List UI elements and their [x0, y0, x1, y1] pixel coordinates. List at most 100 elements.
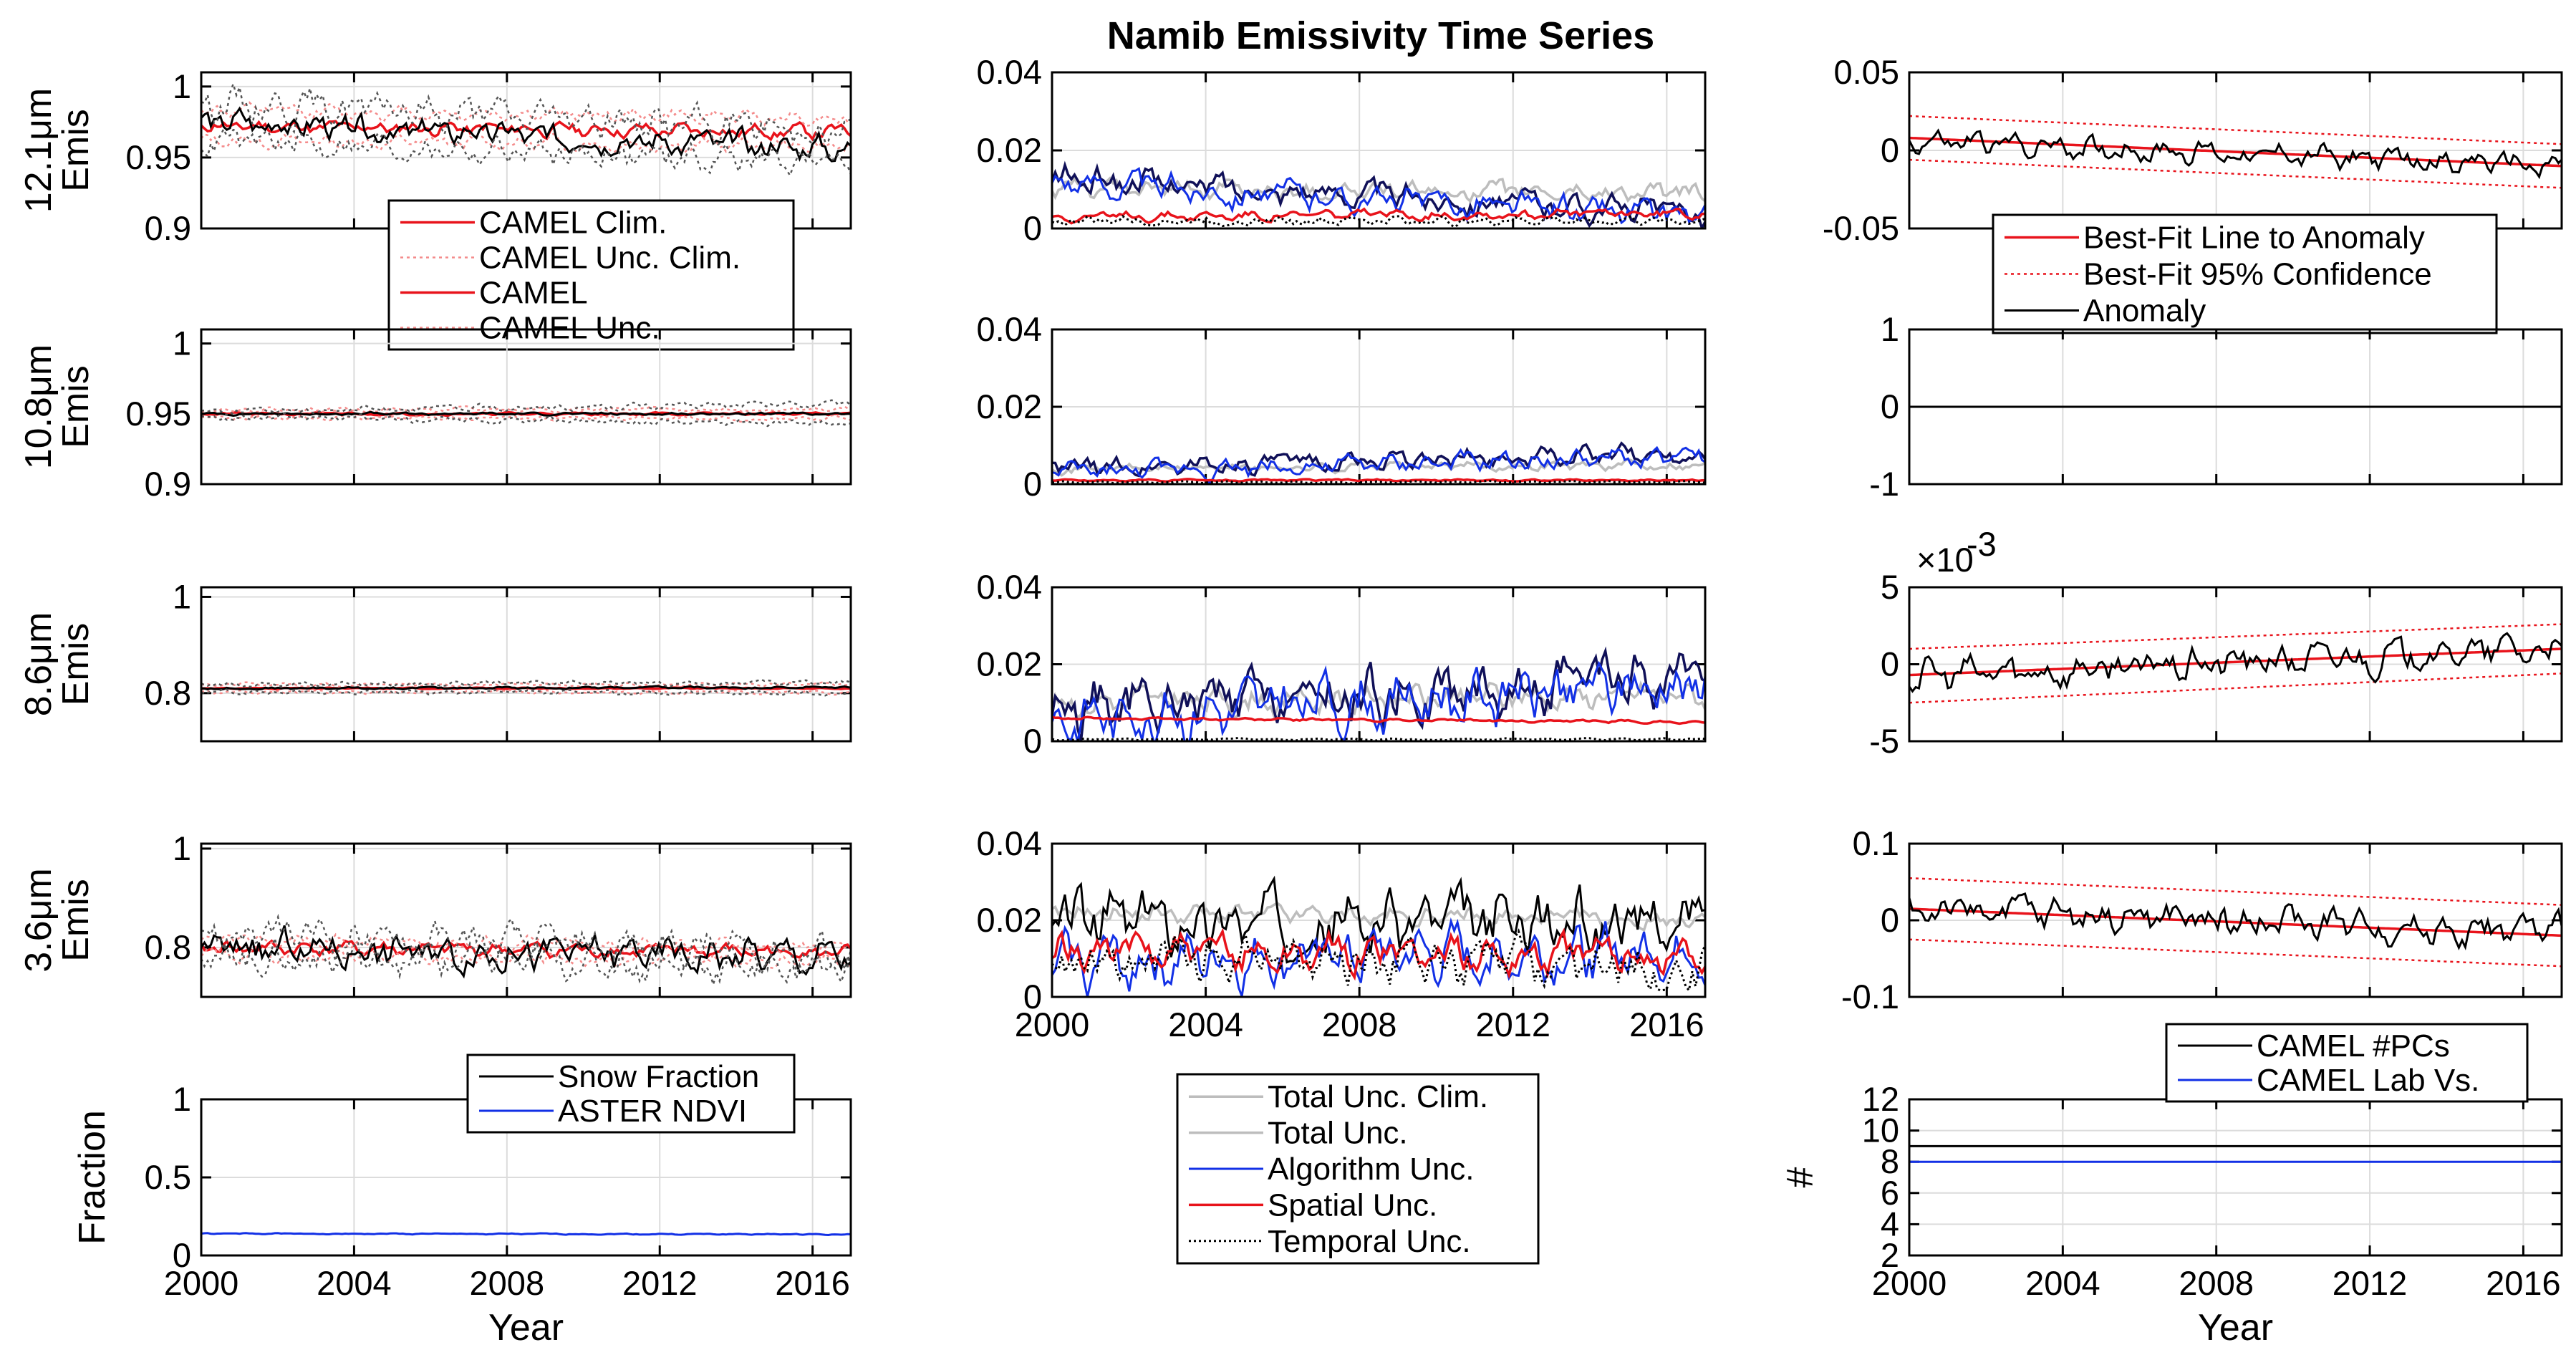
y-tick-label: 1	[173, 829, 191, 867]
panel-unc_10_8: 0.04 0.02 0	[977, 310, 1707, 503]
series-line-total-unc-	[1052, 875, 1705, 964]
y-tick-label: 0.9	[145, 209, 191, 247]
series-line-spatial-unc-	[1052, 207, 1705, 225]
x-tick-label: 2004	[317, 1264, 392, 1302]
y-tick-label: -1	[1869, 465, 1899, 503]
y-tick-label: 8	[1881, 1142, 1899, 1180]
panel-anom_12_1: 0.05 0 -0.05 Best-Fit Line to AnomalyBest-F…	[1823, 53, 2563, 334]
y-tick-label: 1	[173, 577, 191, 615]
y-tick-label: 0.04	[977, 53, 1042, 91]
y-axis-label-2: Emis	[55, 623, 97, 706]
series-line-best-fit-95-confidence-lower-	[1909, 672, 2562, 704]
y-tick-label: 0.04	[977, 310, 1042, 348]
legend-label: Total Unc.	[1268, 1116, 1408, 1151]
series-line-camel-unc-upper-	[201, 81, 851, 148]
series-line-best-fit-line-to-anomaly	[1909, 136, 2562, 168]
y-tick-label: 0.95	[126, 138, 191, 176]
y-tick-label: 0	[1023, 209, 1042, 247]
series-group	[1909, 1144, 2562, 1163]
series-group	[1052, 160, 1705, 228]
y-tick-label: 12	[1862, 1080, 1899, 1118]
axes-frame	[1051, 586, 1707, 743]
y-tick-label: 0	[173, 1236, 191, 1274]
series-group	[1909, 115, 2562, 189]
x-axis-label: Year	[488, 1307, 564, 1349]
axes-frame	[1908, 586, 2563, 743]
y-tick-label: 0.05	[1834, 53, 1899, 91]
y-tick-label: 5	[1881, 568, 1899, 606]
axes-frame	[200, 586, 852, 743]
series-line-camel-unc-lower-	[201, 127, 851, 178]
x-tick-label: 2016	[775, 1264, 850, 1302]
series-group	[1909, 877, 2562, 968]
y-tick-label: 1	[173, 67, 191, 105]
series-line-camel-unc-clim-upper-	[201, 681, 851, 688]
series-group	[201, 913, 851, 988]
exponent-label: ×10	[1916, 541, 1974, 579]
axes-frame	[1051, 842, 1707, 998]
series-line-camel-unc-lower-	[201, 688, 851, 697]
series-line-camel-unc-lower-	[201, 412, 851, 428]
y-tick-label: 0	[1881, 901, 1899, 939]
series-group	[1909, 623, 2562, 704]
legend-label: Spatial Unc.	[1268, 1187, 1437, 1223]
x-tick-label: 2016	[2486, 1264, 2561, 1302]
series-line-best-fit-95-confidence-lower-	[1909, 158, 2562, 189]
series-group	[201, 399, 851, 428]
series-group	[1052, 875, 1705, 997]
y-tick-label: -0.1	[1841, 978, 1899, 1016]
axes-frame	[1051, 328, 1707, 486]
y-tick-label: 0.1	[1853, 824, 1899, 862]
axes-frame	[1908, 842, 2563, 998]
x-tick-label: 2004	[1168, 1006, 1243, 1043]
figure-title: Namib Emissivity Time Series	[1107, 14, 1654, 57]
series-line-algorithm-unc-	[1052, 660, 1705, 741]
legend-label: CAMEL Clim.	[479, 206, 667, 241]
series-line-algorithm-unc-	[1052, 445, 1705, 484]
panel-anom_8_6: 5 0 -5 ×10-3	[1869, 525, 2563, 760]
x-tick-label: 2008	[2179, 1264, 2254, 1302]
y-tick-label: 1	[173, 324, 191, 362]
series-line-total-unc-	[1052, 160, 1705, 228]
series-group	[1052, 441, 1705, 484]
series-line-anomaly	[1909, 128, 2562, 180]
y-tick-label: 0.02	[977, 131, 1042, 169]
series-group	[1052, 646, 1705, 741]
legend-label: Total Unc. Clim.	[1268, 1079, 1488, 1114]
y-axis-label: 8.6μm	[18, 612, 59, 717]
series-line-aster-ndvi	[201, 1232, 851, 1237]
y-tick-label: 1	[173, 1080, 191, 1118]
y-tick-label: 1	[1881, 310, 1899, 348]
series-line-best-fit-95-confidence-lower-	[1909, 938, 2562, 968]
y-tick-label: 6	[1881, 1174, 1899, 1212]
series-line-best-fit-95-confidence-upper-	[1909, 877, 2562, 906]
x-tick-label: 2008	[1322, 1006, 1397, 1043]
x-tick-label: 2016	[1629, 1006, 1704, 1043]
legend-box	[2165, 1023, 2529, 1103]
series-line-anomaly	[1909, 632, 2562, 693]
y-tick-label: 0	[1023, 722, 1042, 760]
y-tick-label: 0.02	[977, 645, 1042, 683]
legend-label: CAMEL	[479, 276, 588, 311]
series-line-total-unc-clim-	[1052, 901, 1705, 932]
legend-label: CAMEL Unc.	[479, 311, 660, 346]
panel-anom_3_6: 0.1 0 -0.1	[1841, 824, 2563, 1016]
series-line-camel-unc-clim-lower-	[201, 689, 851, 696]
legend-label: Best-Fit 95% Confidence	[2083, 257, 2432, 292]
y-axis-label: #	[1780, 1167, 1821, 1187]
series-line-best-fit-95-confidence-upper-	[1909, 623, 2562, 650]
series-line-camel-unc-upper-	[201, 399, 851, 416]
y-tick-label: 0.04	[977, 568, 1042, 606]
x-tick-label: 2012	[1475, 1006, 1550, 1043]
series-line-best-fit-95-confidence-upper-	[1909, 115, 2562, 145]
axes-frame	[1908, 1098, 2563, 1257]
